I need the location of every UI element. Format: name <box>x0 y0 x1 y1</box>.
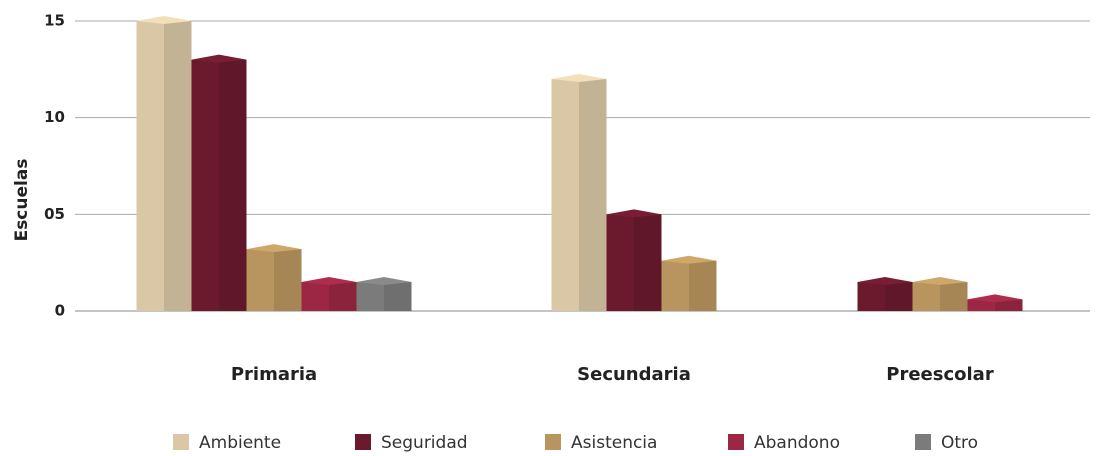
legend-label: Seguridad <box>381 433 468 453</box>
bar-shade <box>940 282 968 311</box>
bar-shade <box>885 282 913 311</box>
x-tick-label: Primaria <box>231 364 317 385</box>
bar-top <box>551 74 607 82</box>
bar-shade <box>329 282 357 311</box>
y-tick-label: 05 <box>44 205 65 223</box>
legend-swatch <box>173 434 189 450</box>
legend-swatch <box>915 434 931 450</box>
y-axis-label: Escuelas <box>12 159 32 242</box>
bar-top <box>661 255 717 264</box>
bar-top <box>136 16 192 24</box>
bar-top <box>912 277 968 285</box>
bar-top <box>246 244 302 253</box>
bar-top <box>356 277 412 285</box>
bar-top <box>967 294 1023 303</box>
bar-shade <box>164 21 192 311</box>
bar-shade <box>219 59 247 311</box>
x-tick-label: Secundaria <box>577 364 691 385</box>
y-tick-label: 0 <box>55 302 65 320</box>
legend-swatch <box>355 434 371 450</box>
y-tick-label: 15 <box>44 12 65 30</box>
legend-label: Ambiente <box>199 433 281 453</box>
legend-label: Abandono <box>754 433 840 453</box>
bar-shade <box>995 299 1023 311</box>
bar-top <box>606 209 662 218</box>
legend-label: Asistencia <box>571 433 657 453</box>
legend-swatch <box>728 434 744 450</box>
y-tick-label: 10 <box>44 108 65 126</box>
bar-shade <box>274 249 302 311</box>
bar-shade <box>634 214 662 311</box>
bar-shade <box>579 79 607 311</box>
x-tick-label: Preescolar <box>886 364 994 385</box>
bar-shade <box>689 260 717 311</box>
bar-shade <box>384 282 412 311</box>
bar-top <box>191 54 247 63</box>
bar-top <box>857 277 913 285</box>
legend-label: Otro <box>941 433 978 453</box>
bar-top <box>301 277 357 285</box>
legend-swatch <box>545 434 561 450</box>
